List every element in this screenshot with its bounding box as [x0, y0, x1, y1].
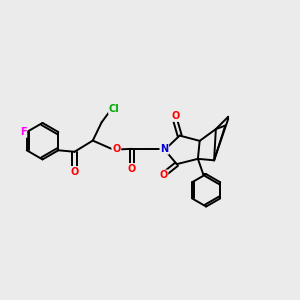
- Text: O: O: [128, 164, 136, 174]
- Text: F: F: [20, 127, 26, 137]
- Text: O: O: [159, 170, 168, 180]
- Text: Cl: Cl: [109, 104, 120, 114]
- Text: O: O: [70, 167, 79, 177]
- Text: O: O: [112, 144, 121, 154]
- Text: O: O: [171, 111, 179, 121]
- Text: N: N: [160, 144, 168, 154]
